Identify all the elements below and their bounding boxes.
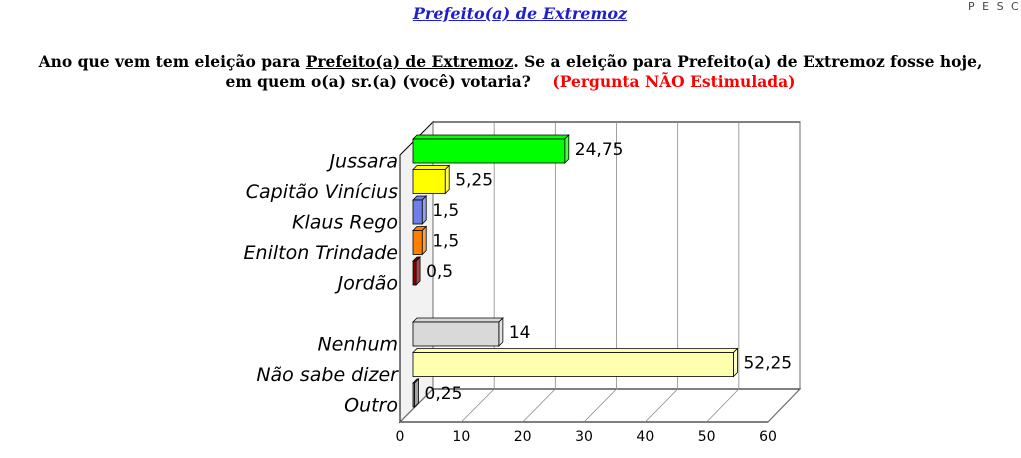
value-label: 1,5 [432,232,459,252]
bar [412,230,423,255]
question-note: (Pergunta NÃO Estimulada) [552,72,796,91]
bar-side [421,225,427,256]
x-tick-label: 0 [396,429,405,445]
x-tick-label: 60 [759,429,777,445]
bar [412,321,500,347]
bar-top [412,317,504,323]
value-label: 24,75 [575,140,624,160]
x-tick-label: 20 [514,429,532,445]
category-label: Capitão Vinícius [246,181,398,203]
category-label: Nenhum [317,334,398,356]
value-label: 14 [509,323,531,343]
x-tick-label: 30 [575,429,593,445]
bar-top [412,348,739,353]
bar-side [564,134,570,164]
value-label: 52,25 [743,354,792,374]
bar-side [733,347,738,378]
question-text: Prefeito(a) de Extremoz [305,52,514,71]
question-text: em quem o(a) sr.(a) (você) votaria? [225,72,531,91]
category-label: Klaus Rego [292,212,398,234]
value-label: 0,25 [425,384,463,404]
grid-line [706,388,740,423]
bar [412,138,566,164]
grid-line [461,388,495,423]
bar-side [444,164,450,195]
category-label: Jussara [325,151,398,173]
category-label: Outro [344,395,398,417]
bar [412,199,423,225]
question-text: . Se a eleição para Prefeito(a) de Extre… [513,52,983,71]
question: Ano que vem tem eleição para Prefeito(a)… [0,52,1021,92]
value-label: 1,5 [432,201,459,221]
question-text: Ano que vem tem eleição para [38,52,306,71]
bar-side [421,195,427,225]
bar-top [412,165,451,170]
category-label: Não sabe dizer [256,364,399,386]
value-label: 0,5 [426,262,453,282]
x-tick-label: 50 [698,429,716,445]
x-tick-label: 10 [452,429,470,445]
grid-line [583,388,617,423]
bar [412,169,446,194]
bar [412,352,734,377]
corner-text: P E S C [968,0,1021,13]
grid-line [522,388,556,423]
bar [412,260,417,286]
bar-top [412,134,570,140]
bar-side [415,256,421,286]
grid-line [645,388,678,423]
grid-line [767,388,801,423]
category-label: Jordão [334,273,398,295]
category-label: Enilton Trindade [244,242,398,264]
x-tick-label: 40 [636,429,654,445]
value-label: 5,25 [455,171,493,191]
bar-side [498,317,504,347]
bar [412,382,415,408]
bar-side [414,378,419,408]
page-title: Prefeito(a) de Extremoz [412,4,628,23]
